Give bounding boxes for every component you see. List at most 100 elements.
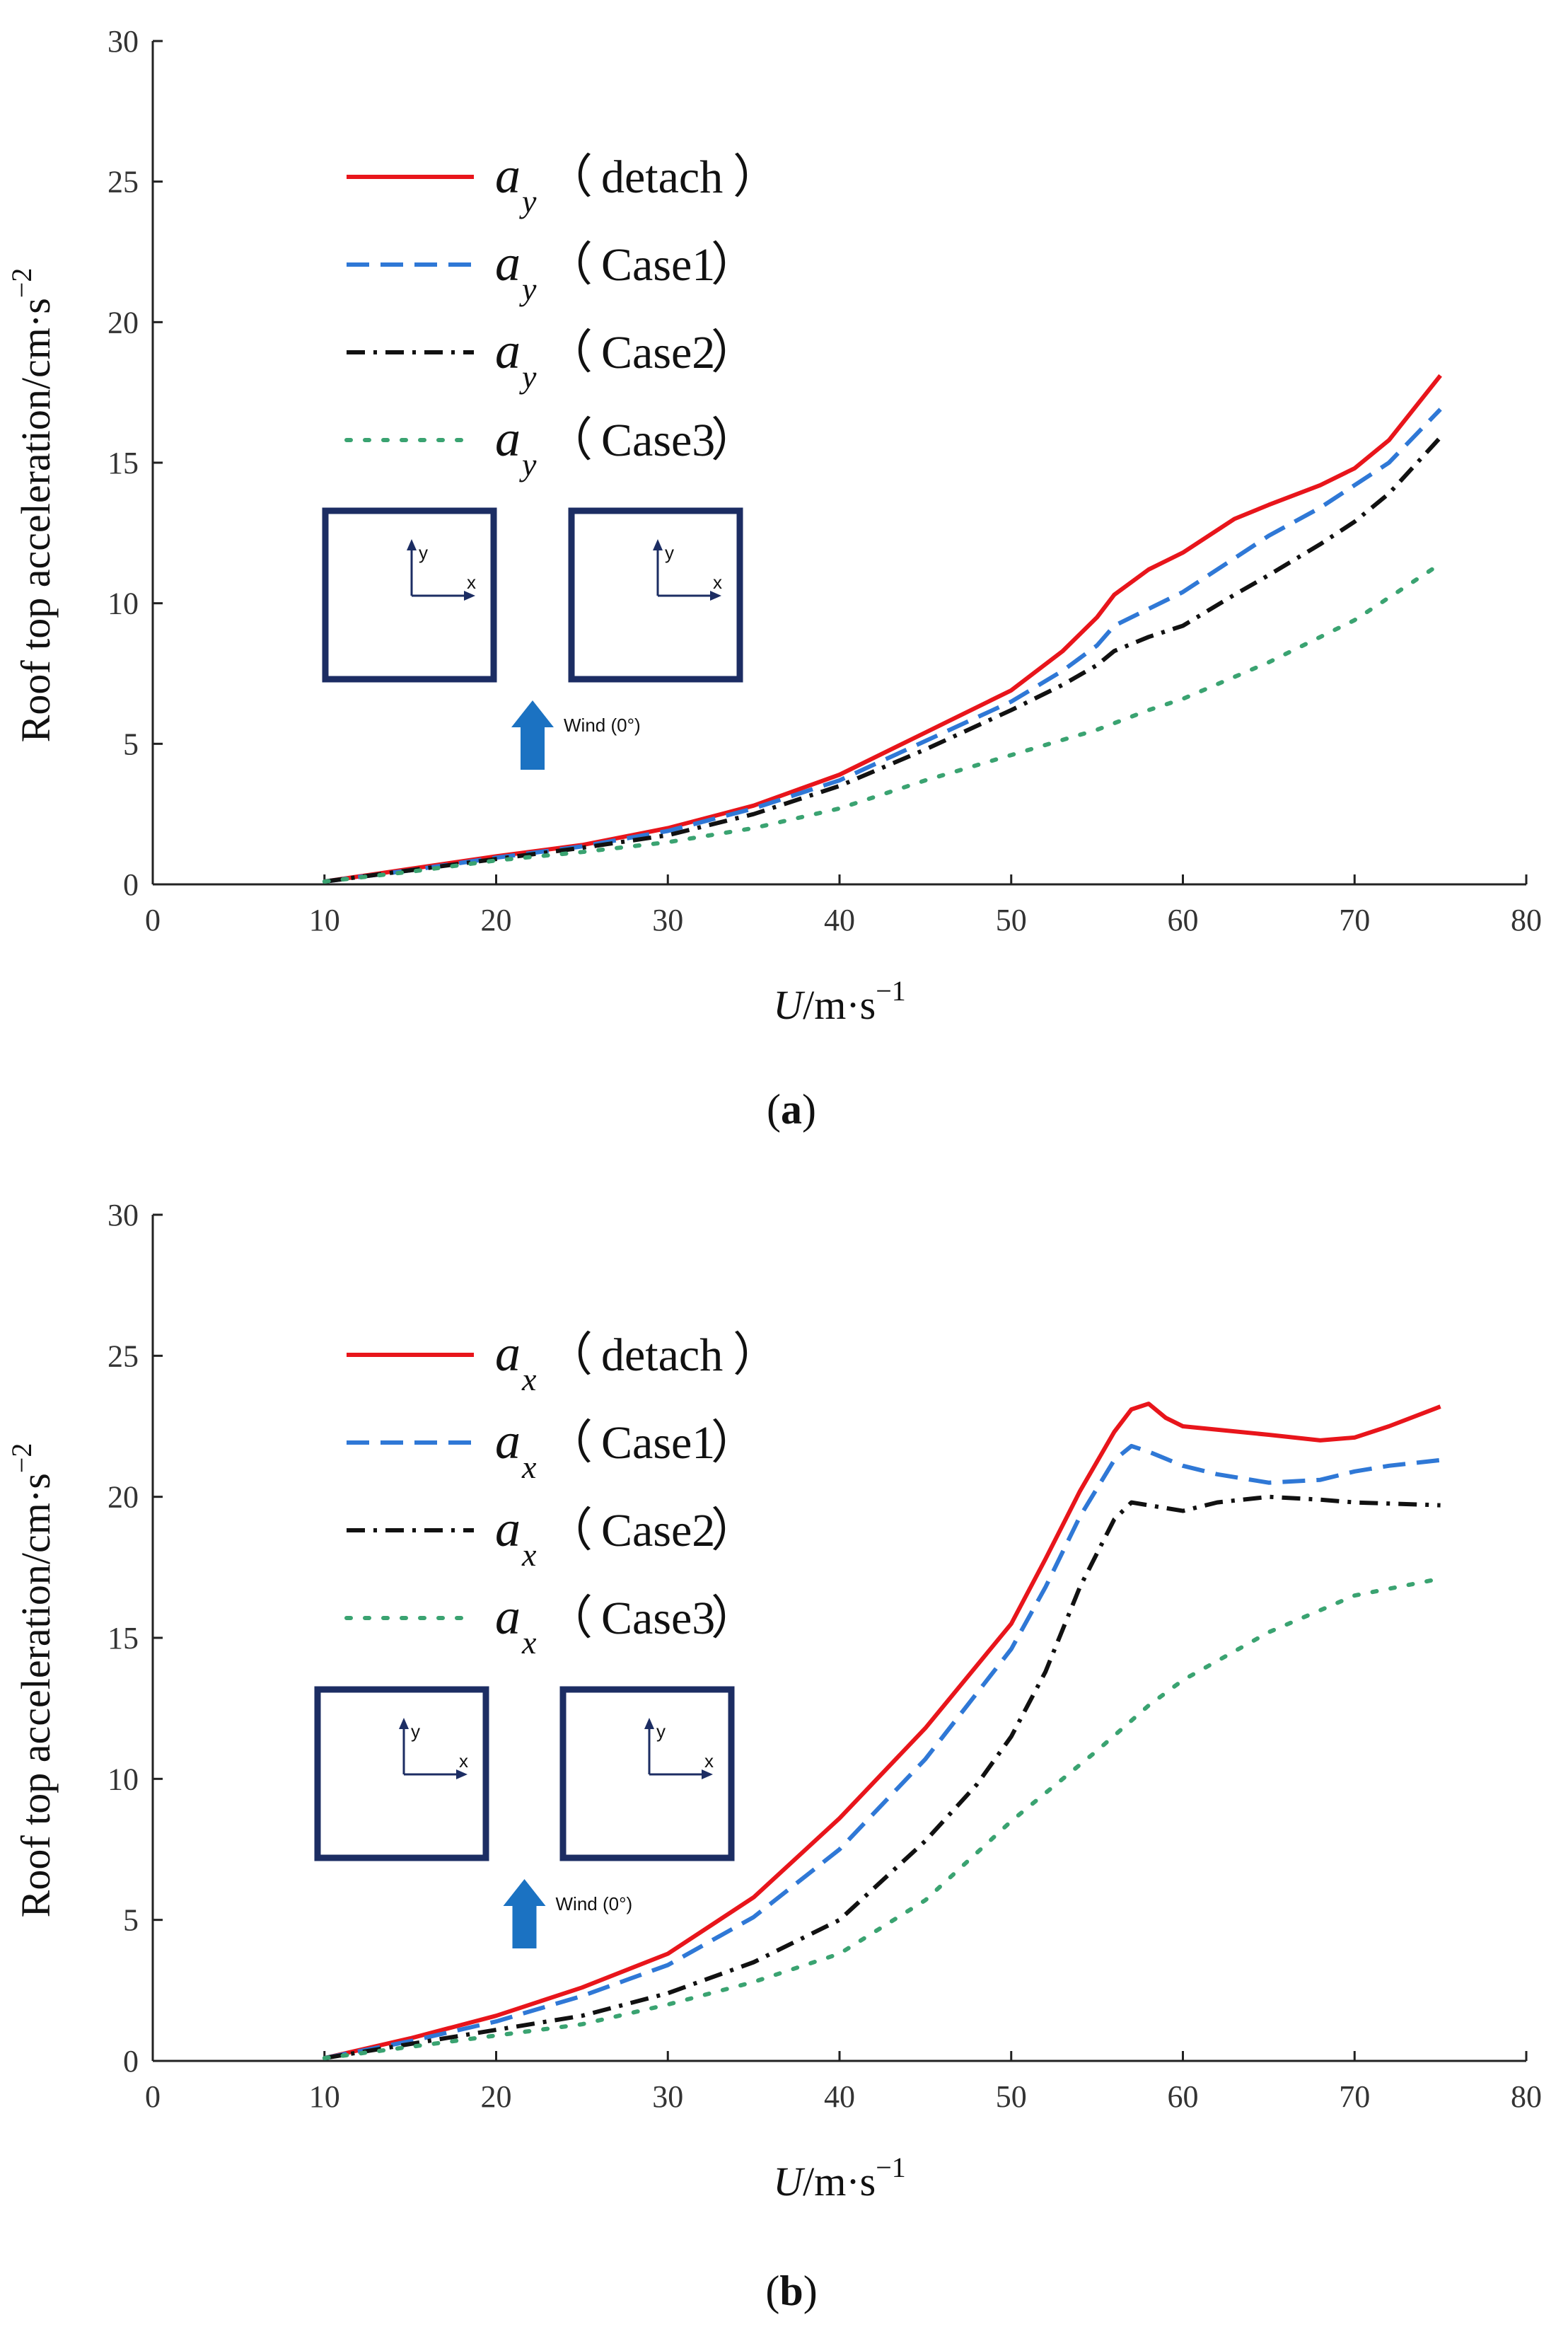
x-tick-label: 0 bbox=[145, 2079, 161, 2114]
legend-label: Case1 bbox=[601, 239, 715, 291]
legend-subscript: x bbox=[521, 1449, 537, 1485]
axis-x-arrowhead bbox=[702, 1769, 713, 1779]
legend: a y （detach ）a y （Case1）a y （Case2）a y （Case3） bbox=[344, 147, 779, 483]
y-axis-title-exponent: −2 bbox=[6, 268, 37, 299]
legend-paren-open: （ bbox=[546, 415, 593, 466]
legend-label: Case2 bbox=[601, 327, 715, 379]
y-tick-label: 5 bbox=[123, 1903, 139, 1938]
y-tick-label: 25 bbox=[108, 1339, 139, 1373]
building-1 bbox=[314, 1686, 489, 1861]
legend-symbol: a bbox=[495, 410, 521, 467]
wind-arrow-icon bbox=[503, 1879, 546, 1948]
x-axis-title: U/m·s−1 bbox=[773, 2151, 906, 2205]
axis-x-label: x bbox=[713, 572, 722, 593]
legend-paren-close: ） bbox=[711, 327, 757, 379]
y-tick-label: 20 bbox=[108, 305, 139, 340]
legend-paren-close: ） bbox=[711, 1417, 757, 1469]
legend-paren-open: （ bbox=[546, 151, 593, 203]
legend-paren-close: ） bbox=[733, 151, 779, 203]
wind-label: Wind (0°) bbox=[564, 715, 641, 736]
x-tick-label: 70 bbox=[1339, 903, 1370, 937]
legend: a x （detach ）a x （Case1）a x （Case2）a x （Case3） bbox=[344, 1325, 779, 1660]
axis-y-arrowhead bbox=[644, 1718, 654, 1729]
axis-x-arrowhead bbox=[464, 591, 475, 601]
axis-y-arrowhead bbox=[407, 539, 417, 550]
axis-x-label: x bbox=[704, 1750, 714, 1772]
x-axis-title-exponent: −1 bbox=[876, 975, 906, 1007]
building-2 bbox=[568, 507, 743, 683]
axis-x-label: x bbox=[467, 572, 476, 593]
x-tick-label: 20 bbox=[481, 2079, 512, 2114]
legend-symbol: a bbox=[495, 1501, 521, 1557]
building-2 bbox=[559, 1686, 735, 1861]
legend-label: Case1 bbox=[601, 1417, 715, 1469]
axis-y-label: y bbox=[419, 542, 428, 563]
series-line bbox=[324, 1494, 1441, 2060]
legend-subscript: y bbox=[519, 359, 537, 395]
x-tick-label: 10 bbox=[309, 903, 340, 937]
axis-y-arrowhead bbox=[399, 1718, 409, 1729]
legend-label: Case3 bbox=[601, 415, 715, 466]
caption-letter: a bbox=[781, 1086, 802, 1133]
x-tick-label: 50 bbox=[996, 903, 1027, 937]
y-axis-title: Roof top acceleration/cm·s−2 bbox=[6, 1443, 59, 1918]
caption-paren-close: ) bbox=[803, 2267, 818, 2314]
x-tick-label: 50 bbox=[996, 2079, 1027, 2114]
legend-symbol: a bbox=[495, 1413, 521, 1469]
series-line bbox=[324, 436, 1442, 884]
legend-symbol: a bbox=[495, 1325, 521, 1382]
x-tick-label: 30 bbox=[652, 2079, 683, 2114]
wind-arrow-icon bbox=[511, 700, 554, 770]
chart-b: 0 5 10 15 20 25 30 0 10 20 30 40 50 60 70 80 Roof top ac… bbox=[6, 1198, 1542, 2314]
legend-paren-close: ） bbox=[711, 1505, 757, 1556]
caption-paren-open: ( bbox=[767, 1086, 781, 1133]
x-tick-label: 30 bbox=[652, 903, 683, 937]
caption-paren-open: ( bbox=[765, 2267, 779, 2314]
legend-paren-close: ） bbox=[711, 415, 757, 466]
x-tick-label: 20 bbox=[481, 903, 512, 937]
series-line bbox=[324, 1402, 1441, 2060]
panel-caption: (a) bbox=[767, 1086, 816, 1133]
y-axis-title: Roof top acceleration/cm·s−2 bbox=[6, 268, 59, 743]
legend-subscript: y bbox=[519, 446, 537, 483]
axis-y-label: y bbox=[656, 1721, 666, 1742]
legend-paren-open: （ bbox=[546, 1417, 593, 1469]
y-axis-title-text: Roof top acceleration/cm·s bbox=[13, 1473, 59, 1917]
legend-paren-open: （ bbox=[546, 1593, 593, 1644]
legend-label: Case3 bbox=[601, 1593, 715, 1644]
axis-y-arrowhead bbox=[653, 539, 663, 550]
axis-x-arrowhead bbox=[710, 591, 721, 601]
x-axis-title-unit: /m·s bbox=[803, 982, 876, 1028]
chart-a: 0 5 10 15 20 25 30 0 10 20 30 40 50 60 70 80 Roof top ac… bbox=[6, 24, 1542, 1133]
legend-paren-open: （ bbox=[546, 1329, 593, 1381]
x-tick-label: 10 bbox=[309, 2079, 340, 2114]
y-tick-label: 25 bbox=[108, 165, 139, 200]
axis-x-label: x bbox=[459, 1750, 468, 1772]
y-tick-label: 15 bbox=[108, 1621, 139, 1656]
legend-paren-open: （ bbox=[546, 327, 593, 379]
caption-paren-close: ) bbox=[802, 1086, 816, 1133]
y-tick-label: 30 bbox=[108, 1198, 139, 1232]
panel-caption: (b) bbox=[765, 2267, 817, 2314]
y-tick-label: 5 bbox=[123, 727, 139, 761]
legend-subscript: x bbox=[521, 1361, 537, 1397]
series-line bbox=[322, 562, 1443, 884]
y-axis-title-exponent: −2 bbox=[6, 1443, 37, 1474]
caption-letter: b bbox=[779, 2267, 803, 2314]
legend-symbol: a bbox=[495, 323, 521, 379]
x-tick-label: 40 bbox=[824, 2079, 855, 2114]
y-tick-label: 30 bbox=[108, 24, 139, 59]
x-axis-title-exponent: −1 bbox=[876, 2151, 906, 2183]
legend-paren-open: （ bbox=[546, 1505, 593, 1556]
inset-diagram: y x y x Wind (0°) bbox=[322, 507, 743, 770]
y-axis-title-text: Roof top acceleration/cm·s bbox=[13, 298, 59, 742]
legend-label: detach bbox=[601, 151, 723, 203]
legend-paren-close: ） bbox=[711, 1593, 757, 1644]
legend-paren-close: ） bbox=[733, 1329, 779, 1381]
x-axis-title: U/m·s−1 bbox=[773, 975, 906, 1028]
y-tick-label: 0 bbox=[123, 2044, 139, 2079]
building-1 bbox=[322, 507, 497, 683]
legend-symbol: a bbox=[495, 147, 521, 204]
series-line bbox=[324, 1443, 1441, 2060]
x-tick-label: 60 bbox=[1168, 2079, 1199, 2114]
